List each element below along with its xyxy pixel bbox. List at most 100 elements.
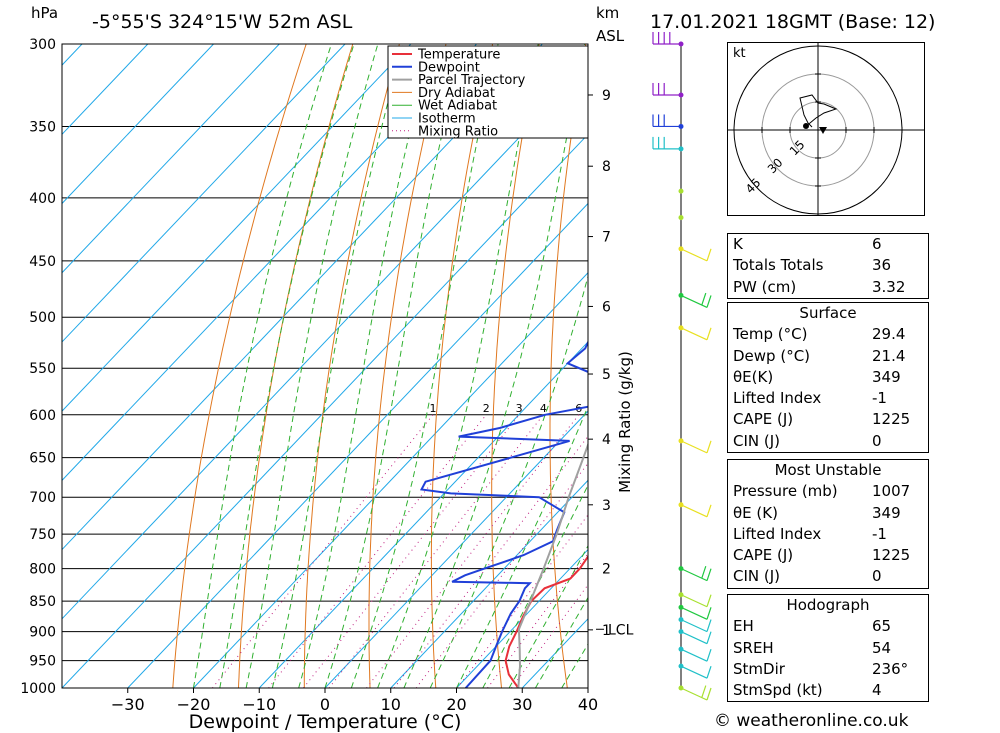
dry-adiabat	[959, 44, 1000, 688]
mixing-ratio-line	[328, 414, 544, 688]
legend-label: Dry Adiabat	[418, 86, 495, 101]
x-axis-label: Dewpoint / Temperature (°C)	[189, 711, 462, 733]
index-row: EH 65	[733, 617, 892, 636]
dry-adiabat	[491, 44, 540, 688]
pressure-tick-label: 700	[29, 490, 56, 506]
index-row: CAPE (J) 1225	[733, 410, 911, 429]
section-title: Most Unstable	[774, 461, 882, 479]
legend-label: Isotherm	[418, 112, 476, 127]
height-tick-label: 4	[602, 432, 611, 448]
wet-adiabat	[350, 44, 499, 688]
wet-adiabat	[429, 274, 588, 688]
legend-label: Mixing Ratio	[418, 124, 498, 139]
wind-barb	[680, 440, 712, 454]
pressure-tick-label: 400	[29, 191, 56, 207]
mixing-ratio-line	[511, 584, 588, 688]
isotherm-line	[62, 44, 280, 274]
isotherm-line	[62, 133, 588, 688]
x-tick-label: 30	[512, 695, 532, 714]
isotherm-line	[324, 410, 588, 688]
dry-adiabat	[430, 44, 494, 688]
mixing-ratio-line	[268, 414, 487, 688]
x-tick-label: 40	[578, 695, 598, 714]
x-tick-label: 10	[381, 695, 401, 714]
height-tick-label: 2	[602, 562, 611, 578]
wet-adiabat	[193, 44, 332, 688]
wind-barb	[652, 136, 681, 150]
mixing-ratio-label: 20	[688, 402, 702, 415]
mixing-ratio-line	[393, 435, 588, 688]
pressure-tick-label: 1000	[20, 681, 56, 697]
index-row: CIN (J) 0	[733, 567, 882, 586]
mixing-ratio-axis-label: Mixing Ratio (g/kg)	[616, 351, 634, 493]
mixing-ratio-line	[366, 414, 580, 688]
wind-barb	[680, 504, 712, 518]
pressure-tick-label: 450	[29, 254, 56, 270]
wind-barb	[680, 594, 712, 608]
pressure-tick-label: 550	[29, 361, 56, 377]
height-tick-label: 8	[602, 159, 611, 175]
isotherm-line	[258, 341, 588, 688]
indices-hodograph-table: Hodograph EH 65 SREH 54 StmDir 236° StmSpd …	[727, 594, 929, 703]
wet-adiabat	[456, 404, 588, 688]
wind-barb	[652, 32, 681, 45]
hodograph-ring-label: 15	[787, 137, 808, 158]
wind-barb	[652, 114, 681, 128]
mixing-ratio-label: 4	[540, 402, 547, 415]
index-row: θE(K) 349	[733, 367, 901, 386]
dewpoint-line	[419, 340, 588, 688]
axes: 3003504004505005506006507007508008509009…	[20, 37, 633, 714]
wind-barb	[680, 648, 712, 662]
isotherm-line	[62, 44, 149, 136]
mixing-ratio-label: 3	[516, 402, 523, 415]
wet-adiabat	[219, 44, 355, 688]
indices-most-unstable-table: Most Unstable Pressure (mb) 1007 θE (K) 34…	[727, 459, 929, 589]
wind-barb-dot	[678, 188, 684, 194]
height-tick-label: 3	[602, 498, 611, 514]
index-row: StmDir 236°	[733, 659, 909, 678]
x-tick-label: 0	[320, 695, 330, 714]
parcel-trajectory-line	[517, 442, 588, 688]
height-tick-label: 6	[602, 299, 611, 315]
credit-link[interactable]: © weatheronline.co.uk	[714, 711, 909, 731]
isotherm-line	[62, 64, 588, 620]
height-unit-asl: ASL	[596, 27, 625, 45]
x-tick-label: −30	[111, 695, 145, 714]
mixing-ratio-label: 25	[710, 402, 724, 415]
index-row: StmSpd (kt) 4	[733, 681, 882, 700]
indices-surface-table: Surface Temp (°C) 29.4 Dewp (°C) 21.4 θE(K…	[727, 302, 929, 454]
isotherm-line	[390, 479, 588, 688]
mixing-ratio-line	[212, 414, 434, 688]
index-row: Totals Totals 36	[733, 256, 892, 275]
isotherm-line	[0, 44, 16, 688]
section-title: Hodograph	[786, 596, 870, 614]
pressure-tick-label: 500	[29, 310, 56, 326]
isotherm-line	[62, 44, 214, 205]
pressure-tick-label: 850	[29, 594, 56, 610]
index-row: Pressure (mb) 1007	[733, 482, 911, 501]
isotherm-line	[193, 272, 588, 688]
height-tick-label: 9	[602, 88, 611, 104]
index-row: Lifted Index -1	[733, 524, 887, 543]
isotherm-line	[127, 202, 588, 688]
x-tick-label: −20	[177, 695, 211, 714]
isotherm-line	[62, 44, 412, 412]
wind-barb	[680, 606, 712, 620]
wet-adiabat	[508, 544, 588, 688]
wind-barb	[680, 292, 712, 308]
index-row: SREH 54	[733, 638, 892, 657]
dry-adiabat	[238, 44, 354, 688]
wind-barb	[652, 82, 681, 96]
isotherm-line	[456, 548, 588, 688]
index-row: Dewp (°C) 21.4	[733, 346, 906, 365]
hodograph-trace	[799, 94, 838, 128]
mixing-ratio-line	[303, 414, 520, 688]
wet-adiabat	[324, 44, 464, 688]
mixing-ratio-label: 8	[601, 402, 608, 415]
wind-barb	[680, 248, 712, 262]
mixing-ratio-label: 2	[483, 402, 490, 415]
